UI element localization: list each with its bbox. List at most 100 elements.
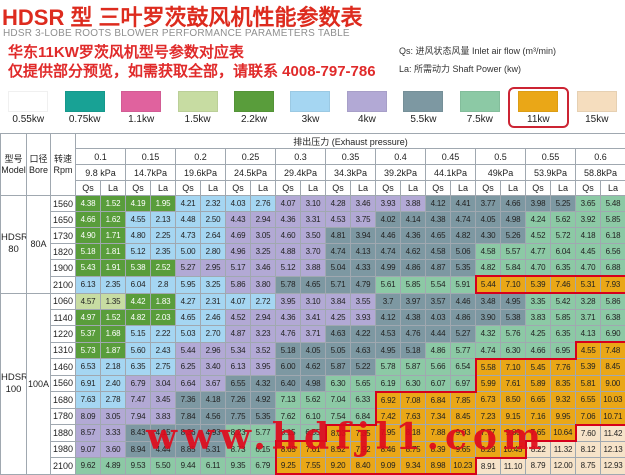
la-cell: 6.95 <box>551 342 576 359</box>
qs-cell: 7.62 <box>276 408 301 425</box>
qs-cell: 5.39 <box>526 276 551 293</box>
la-cell: 3.75 <box>351 212 376 228</box>
la-cell: 3.25 <box>201 276 226 293</box>
pressure-kpa: 9.8 kPa <box>76 165 126 181</box>
la-cell: 5.91 <box>451 276 476 293</box>
qs-cell: 8.39 <box>426 441 451 458</box>
la-cell: 6.54 <box>451 359 476 376</box>
la-cell: 4.22 <box>351 326 376 343</box>
la-cell: 7.55 <box>301 458 326 475</box>
la-cell: 4.63 <box>351 342 376 359</box>
qs-cell: 6.04 <box>126 276 151 293</box>
pressure-kpa: 58.8kPa <box>576 165 625 181</box>
pressure-value: 0.3 <box>276 149 326 165</box>
qs-cell: 4.90 <box>76 228 101 244</box>
qs-cell: 6.64 <box>176 375 201 392</box>
la-cell: 2.94 <box>251 310 276 326</box>
la-cell: 6.38 <box>601 310 625 326</box>
rpm-cell: 1560 <box>51 196 76 212</box>
pressure-kpa: 24.5kPa <box>226 165 276 181</box>
la-cell: 2.94 <box>251 212 276 228</box>
la-column-header: La <box>151 181 176 196</box>
rpm-cell: 1560 <box>51 375 76 392</box>
qs-column-header: Qs <box>476 181 501 196</box>
qs-cell: 3.98 <box>526 196 551 212</box>
qs-cell: 4.95 <box>376 342 401 359</box>
la-cell: 3.23 <box>251 326 276 343</box>
la-cell: 3.46 <box>251 260 276 277</box>
bore-cell: 80A <box>27 196 51 294</box>
pressure-kpa: 29.4kPa <box>276 165 326 181</box>
qs-cell: 4.52 <box>226 310 251 326</box>
la-cell: 10.45 <box>501 441 526 458</box>
qs-cell: 4.87 <box>226 326 251 343</box>
qs-cell: 5.37 <box>76 326 101 343</box>
legend-swatch <box>65 91 105 112</box>
pressure-kpa: 44.1kPa <box>426 165 476 181</box>
qs-cell: 5.12 <box>276 260 301 277</box>
qs-cell: 5.89 <box>526 375 551 392</box>
qs-cell: 4.12 <box>426 196 451 212</box>
la-cell: 4.44 <box>151 441 176 458</box>
la-cell: 1.81 <box>101 244 126 260</box>
la-cell: 4.93 <box>201 425 226 442</box>
qs-cell: 8.03 <box>326 425 351 442</box>
legend-swatch <box>518 91 558 112</box>
qs-cell: 4.60 <box>276 228 301 244</box>
pressure-value: 0.6 <box>576 149 625 165</box>
la-cell: 2.13 <box>151 212 176 228</box>
la-cell: 2.03 <box>151 310 176 326</box>
qs-cell: 4.88 <box>276 244 301 260</box>
la-cell: 2.22 <box>151 326 176 343</box>
la-cell: 5.65 <box>351 375 376 392</box>
la-cell: 3.52 <box>251 342 276 359</box>
qs-cell: 4.81 <box>326 228 351 244</box>
qs-cell: 4.77 <box>526 244 551 260</box>
qs-cell: 3.90 <box>476 310 501 326</box>
qs-column-header: Qs <box>526 181 551 196</box>
la-cell: 1.52 <box>101 310 126 326</box>
la-cell: 5.77 <box>451 342 476 359</box>
qs-cell: 7.42 <box>376 408 401 425</box>
qs-cell: 9.44 <box>176 458 201 475</box>
la-cell: 12.93 <box>601 458 625 475</box>
qs-cell: 3.95 <box>276 293 301 310</box>
la-cell: 4.38 <box>401 310 426 326</box>
la-column-header: La <box>551 181 576 196</box>
qs-cell: 4.55 <box>126 212 151 228</box>
rpm-cell: 1980 <box>51 441 76 458</box>
qs-cell: 8.94 <box>126 441 151 458</box>
rpm-cell: 1460 <box>51 359 76 376</box>
qs-cell: 5.86 <box>226 276 251 293</box>
la-column-header: La <box>351 181 376 196</box>
header-en-label: Bore <box>27 165 50 176</box>
legend-label: 2.2kw <box>226 114 282 125</box>
page-subtitle: HDSR 3-LOBE ROOTS BLOWER PERFORMANCE PAR… <box>3 28 350 39</box>
la-cell: 6.15 <box>251 441 276 458</box>
qs-cell: 4.03 <box>226 196 251 212</box>
la-cell: 5.84 <box>501 260 526 277</box>
header-cn-label: 型号 <box>1 154 26 165</box>
qs-cell: 8.09 <box>76 408 101 425</box>
rpm-cell: 1730 <box>51 228 76 244</box>
qs-cell: 7.04 <box>326 392 351 409</box>
qs-cell: 4.24 <box>526 212 551 228</box>
la-cell: 3.95 <box>251 359 276 376</box>
qs-cell: 4.30 <box>476 228 501 244</box>
qs-cell: 6.19 <box>376 375 401 392</box>
la-cell: 9.00 <box>601 375 625 392</box>
la-cell: 4.82 <box>451 228 476 244</box>
la-cell: 3.80 <box>251 276 276 293</box>
la-cell: 6.04 <box>551 244 576 260</box>
la-cell: 9.34 <box>401 458 426 475</box>
la-cell: 2.96 <box>201 342 226 359</box>
la-cell: 2.31 <box>201 293 226 310</box>
qs-column-header: Qs <box>76 181 101 196</box>
